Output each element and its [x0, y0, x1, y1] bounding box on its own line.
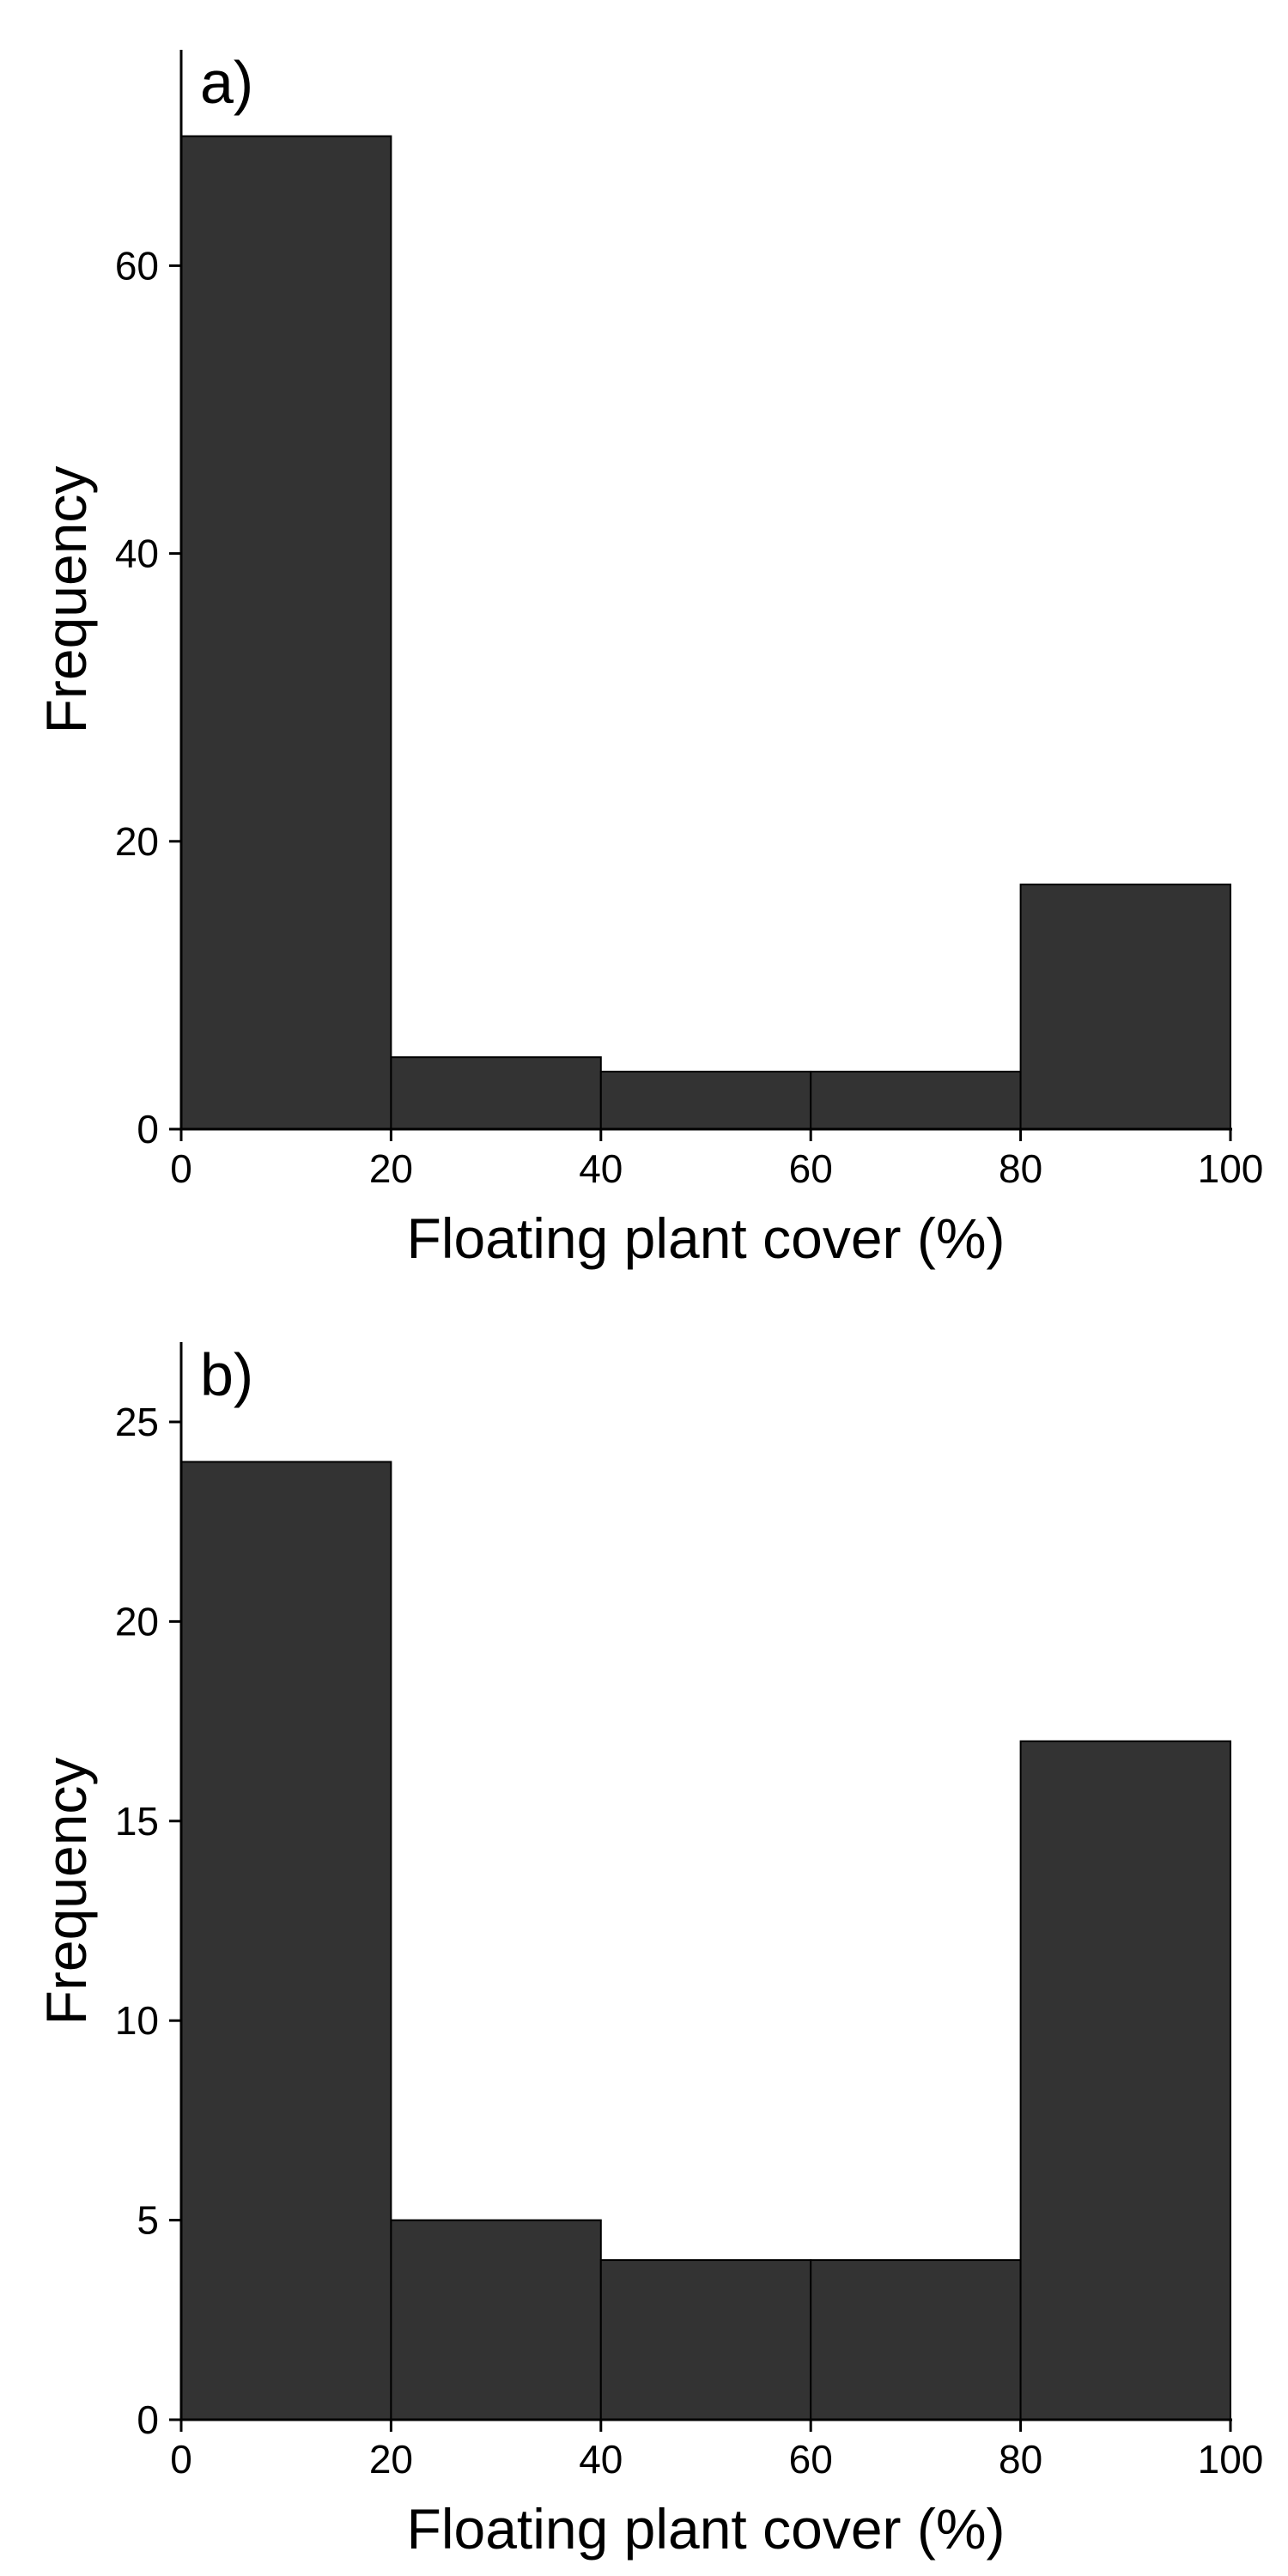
histogram-panel-a: 0 20 40 60 80 100 0 20 40 60 Floating plant cover … [34, 49, 1263, 1270]
x-tick-label-60: 60 [789, 2437, 833, 2482]
histogram-bar-1 [180, 135, 392, 1130]
y-tick-label-20: 20 [115, 1599, 159, 1643]
histogram-bar-3 [599, 1070, 812, 1130]
y-tick-label-25: 25 [115, 1400, 159, 1444]
y-tick-label-10: 10 [115, 1998, 159, 2043]
y-tick-label-60: 60 [115, 243, 159, 288]
histogram-bar-5 [1019, 1740, 1231, 2421]
y-tick-label-40: 40 [115, 532, 159, 576]
histogram-bar-5 [1019, 884, 1231, 1130]
y-axis-label: Frequency [34, 466, 98, 734]
x-tick-label-100: 100 [1198, 2437, 1264, 2482]
x-tick-label-100: 100 [1198, 1146, 1264, 1191]
x-tick-label-80: 80 [999, 2437, 1042, 2482]
x-tick-label-40: 40 [579, 1146, 623, 1191]
histogram-bar-2 [390, 1056, 602, 1130]
y-tick-label-5: 5 [137, 2198, 159, 2243]
panel-label: b) [200, 1341, 253, 1408]
histogram-bar-2 [390, 2219, 602, 2421]
x-tick-label-40: 40 [579, 2437, 623, 2482]
y-axis-label: Frequency [34, 1758, 98, 2026]
x-tick-label-60: 60 [789, 1146, 833, 1191]
histogram-bar-1 [180, 1461, 392, 2421]
y-tick-label-0: 0 [137, 2397, 159, 2442]
histogram-bar-4 [810, 1070, 1022, 1130]
y-tick-label-15: 15 [115, 1799, 159, 1844]
x-axis-label: Floating plant cover (%) [407, 1206, 1005, 1270]
x-tick-label-0: 0 [170, 1146, 192, 1191]
x-tick-label-0: 0 [170, 2437, 192, 2482]
histogram-panel-b: 0 20 40 60 80 100 0 5 10 15 20 25 Floating plant cov… [34, 1341, 1263, 2561]
x-axis-label: Floating plant cover (%) [407, 2497, 1005, 2561]
histogram-bar-4 [810, 2259, 1022, 2421]
x-tick-label-20: 20 [369, 2437, 413, 2482]
x-tick-label-20: 20 [369, 1146, 413, 1191]
y-tick-label-0: 0 [137, 1107, 159, 1151]
x-tick-label-80: 80 [999, 1146, 1042, 1191]
histogram-bar-3 [599, 2259, 812, 2421]
panel-label: a) [200, 49, 253, 116]
y-tick-label-20: 20 [115, 819, 159, 864]
